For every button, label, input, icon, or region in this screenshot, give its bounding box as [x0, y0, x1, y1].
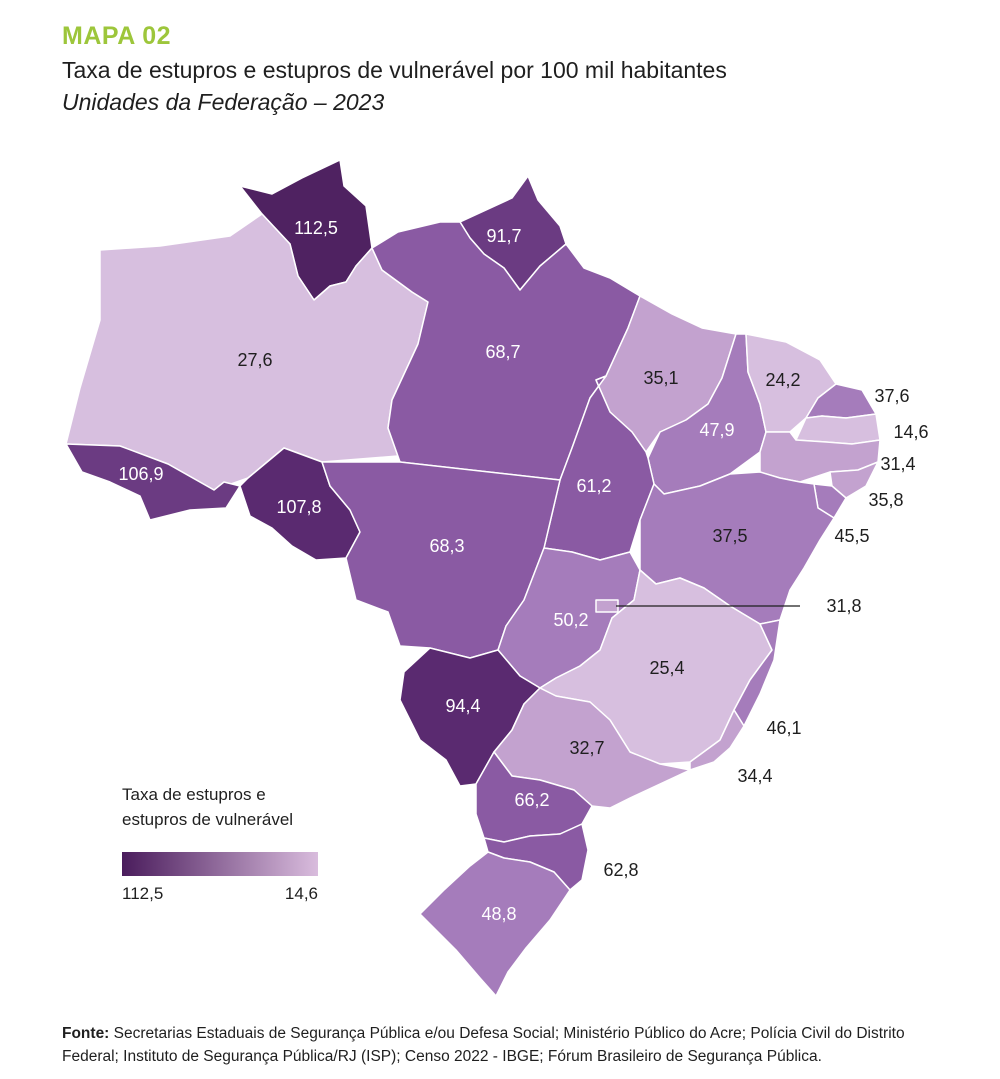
- value-MG: 25,4: [649, 658, 684, 678]
- map-subtitle: Unidades da Federação – 2023: [62, 89, 385, 115]
- value-PE: 31,4: [880, 454, 915, 474]
- state-SP: [493, 687, 691, 809]
- value-AL: 35,8: [868, 490, 903, 510]
- state-PB: [795, 413, 881, 445]
- value-RJ: 34,4: [737, 766, 772, 786]
- value-PI: 47,9: [699, 420, 734, 440]
- legend: Taxa de estupros e estupros de vulneráve…: [122, 782, 342, 908]
- legend-min-label: 14,6: [284, 884, 318, 903]
- map-title: Taxa de estupros e estupros de vulneráve…: [62, 57, 727, 83]
- state-RS: [419, 851, 571, 997]
- source-note: Fonte: Secretarias Estaduais de Seguranç…: [62, 1022, 962, 1068]
- legend-gradient-bar: [122, 852, 318, 876]
- legend-title-line2: estupros de vulnerável: [122, 810, 294, 829]
- value-MA: 35,1: [643, 368, 678, 388]
- state-AC: [65, 443, 241, 521]
- value-RO: 107,8: [276, 497, 321, 517]
- value-MT: 68,3: [429, 536, 464, 556]
- value-CE: 24,2: [765, 370, 800, 390]
- value-ES: 46,1: [766, 718, 801, 738]
- value-DF: 31,8: [826, 596, 861, 616]
- source-label: Fonte:: [62, 1025, 110, 1042]
- value-SE: 45,5: [834, 526, 869, 546]
- header: MAPA 02 Taxa de estupros e estupros de v…: [62, 22, 727, 116]
- value-TO: 61,2: [576, 476, 611, 496]
- value-PA: 68,7: [485, 342, 520, 362]
- legend-ends: 112,5 14,6: [122, 884, 322, 908]
- value-AC: 106,9: [118, 464, 163, 484]
- value-RR: 112,5: [294, 218, 338, 238]
- value-PR: 66,2: [514, 790, 549, 810]
- value-RN: 37,6: [874, 386, 909, 406]
- source-text: Secretarias Estaduais de Segurança Públi…: [62, 1025, 905, 1065]
- legend-title-line1: Taxa de estupros e: [122, 785, 266, 804]
- value-PB: 14,6: [893, 422, 928, 442]
- value-MS: 94,4: [445, 696, 480, 716]
- value-AP: 91,7: [486, 226, 521, 246]
- value-BA: 37,5: [712, 526, 747, 546]
- state-RJ: [689, 709, 745, 771]
- value-GO: 50,2: [553, 610, 588, 630]
- value-RS: 48,8: [481, 904, 516, 924]
- legend-max-label: 112,5: [122, 884, 164, 903]
- value-AM: 27,6: [237, 350, 272, 370]
- map-number: MAPA 02: [62, 22, 172, 50]
- value-SP: 32,7: [569, 738, 604, 758]
- state-DF: [595, 599, 619, 613]
- value-SC: 62,8: [603, 860, 638, 880]
